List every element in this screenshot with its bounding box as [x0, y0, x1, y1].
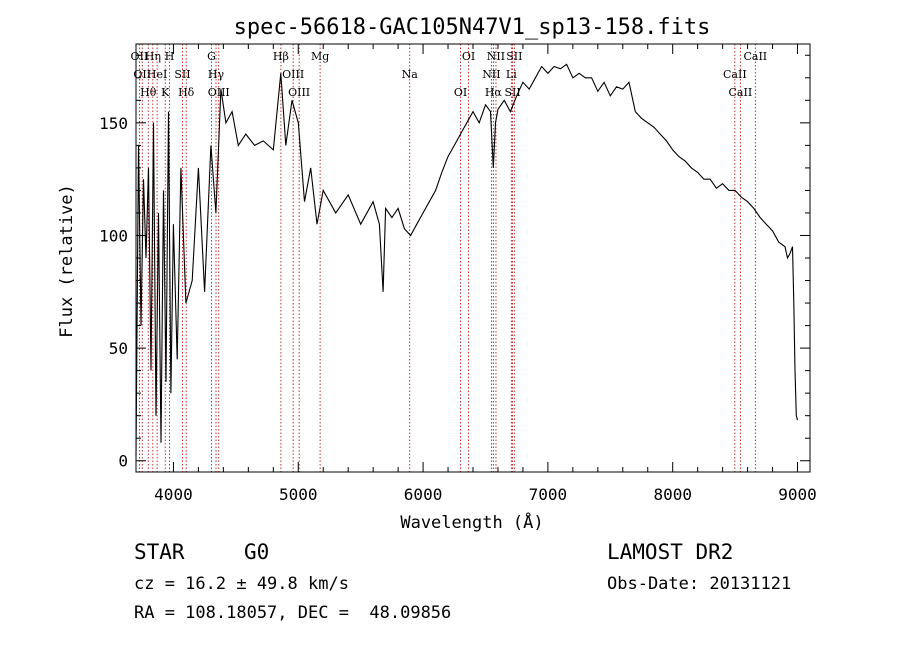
obs-date-text: Obs-Date: 20131121	[607, 574, 792, 594]
x-tick-label: 4000	[154, 485, 193, 504]
line-marker-label: CaII	[729, 86, 753, 99]
line-marker-label: HeI	[147, 68, 167, 81]
y-tick-label: 50	[109, 339, 128, 358]
line-marker-label: OIII	[208, 86, 230, 99]
plot-frame	[135, 43, 811, 473]
survey-label: LAMOST DR2	[607, 540, 734, 564]
x-tick-label: 6000	[404, 485, 443, 504]
x-tick-label: 8000	[653, 485, 692, 504]
line-marker-label: SII	[174, 68, 190, 81]
coordinates-text: RA = 108.18057, DEC = 48.09856	[134, 603, 452, 623]
line-marker-label: Na	[402, 68, 419, 81]
y-axis-label: Flux (relative)	[57, 184, 77, 338]
x-axis-ticks: 4000 5000 6000 7000 8000 9000	[154, 44, 817, 504]
y-axis-ticks: 0 50 100 150	[99, 54, 810, 471]
line-marker-label: H	[165, 50, 175, 63]
line-marker-label: Hδ	[178, 86, 195, 99]
line-marker-label: OI	[454, 86, 467, 99]
x-tick-label: 5000	[279, 485, 318, 504]
line-marker-label: OIII	[288, 86, 310, 99]
line-marker-label: OIII	[282, 68, 304, 81]
class-label: STAR	[134, 540, 185, 564]
y-tick-label: 0	[118, 452, 128, 471]
line-marker-label: Hβ	[273, 50, 289, 63]
emission-line-markers	[138, 44, 756, 472]
line-marker-label: NII	[487, 50, 505, 63]
spectrum-series	[135, 63, 799, 457]
x-tick-label: 7000	[529, 485, 568, 504]
line-marker-label: Mg	[311, 50, 329, 63]
line-marker-label: OI	[462, 50, 475, 63]
line-marker-label: Hη	[145, 50, 161, 63]
y-tick-label: 100	[99, 226, 128, 245]
line-marker-label: Hγ	[208, 68, 225, 81]
line-marker-label: K	[161, 86, 170, 99]
redshift-text: cz = 16.2 ± 49.8 km/s	[134, 574, 349, 594]
line-marker-label: Hα	[485, 86, 503, 99]
line-marker-label: OII	[131, 50, 149, 63]
emission-line-labels: OIIOIIHθHηHeIKHSIIHδGHγOIIIHβOIIIOIIIMgN…	[131, 50, 768, 99]
line-marker-label: SII	[506, 50, 522, 63]
line-marker-label: CaII	[723, 68, 747, 81]
line-marker-label: Hθ	[140, 86, 157, 99]
line-marker-label: CaII	[743, 50, 767, 63]
line-marker-label: G	[207, 50, 216, 63]
y-tick-label: 150	[99, 114, 128, 133]
x-axis-label: Wavelength (Å)	[400, 511, 543, 533]
subclass-label: G0	[244, 540, 270, 564]
line-marker-label: NII	[482, 68, 500, 81]
line-marker-label: Li	[506, 68, 517, 81]
chart-title: spec-56618-GAC105N47V1_sp13-158.fits	[234, 15, 711, 40]
x-tick-label: 9000	[778, 485, 817, 504]
